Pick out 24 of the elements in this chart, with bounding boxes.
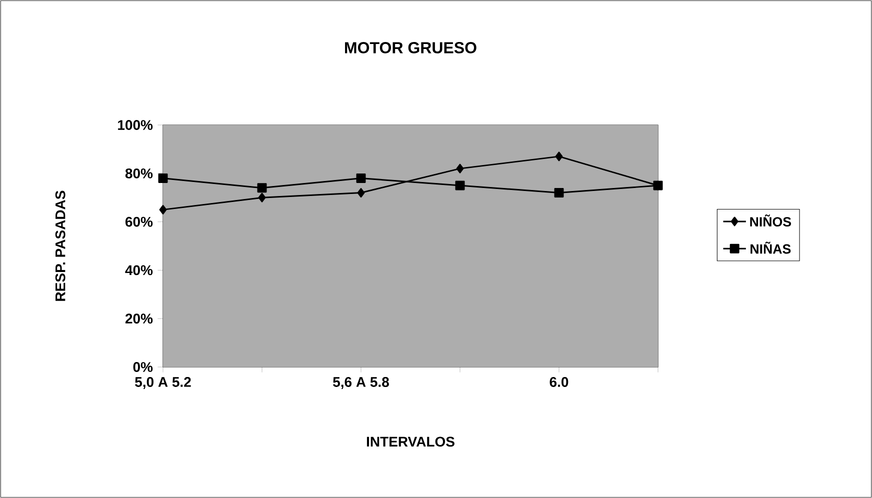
point [455, 180, 465, 190]
point [257, 183, 267, 193]
x-tick-label: 6.0 [550, 377, 568, 387]
point [555, 152, 563, 162]
point [258, 192, 266, 202]
y-tick-label: 60% [125, 216, 153, 227]
point [159, 204, 167, 214]
point [356, 174, 366, 183]
y-axis-title: RESP. PASADAS [55, 190, 66, 301]
point [456, 164, 464, 174]
y-tick-label: 20% [125, 314, 153, 324]
point [357, 188, 365, 198]
x-tick-label: 5,0 A 5.2 [135, 377, 191, 389]
legend-label: NIÑOS [750, 214, 792, 227]
point [554, 188, 564, 198]
y-tick-label: 0% [133, 362, 153, 372]
y-tick-label: 80% [125, 168, 153, 178]
point [158, 174, 168, 183]
y-tick-label: 100% [118, 120, 153, 130]
y-tick-label: 40% [125, 265, 153, 276]
chart-title: MOTOR GRUESO [345, 42, 476, 54]
legend-label: NIÑAS [750, 242, 791, 254]
x-tick-label: 5,6 A 5.8 [333, 377, 389, 389]
x-axis-title: INTERVALOS [366, 436, 454, 447]
